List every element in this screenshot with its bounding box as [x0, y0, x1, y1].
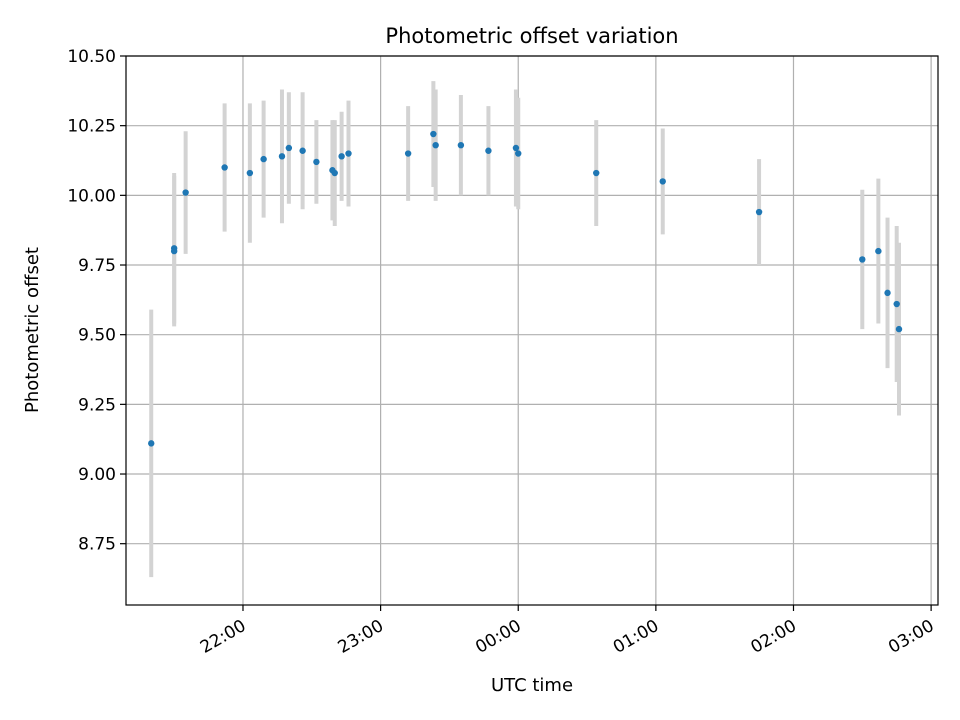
data-point: [755, 208, 763, 216]
data-point: [430, 130, 437, 138]
x-tick-label: 00:00: [472, 616, 524, 658]
chart-title: Photometric offset variation: [385, 24, 678, 48]
data-point: [148, 440, 155, 447]
y-tick-label: 9.75: [78, 256, 116, 276]
y-tick-label: 10.00: [67, 186, 116, 206]
x-tick-label: 23:00: [335, 616, 387, 658]
y-tick-label: 10.25: [67, 117, 116, 137]
data-point: [260, 155, 267, 163]
data-point: [182, 189, 189, 196]
x-tick-label: 01:00: [610, 616, 662, 658]
data-point: [659, 178, 666, 185]
y-axis-label: Photometric offset: [22, 247, 43, 413]
y-tick-label: 9.00: [78, 465, 116, 485]
error-bars: [149, 81, 902, 578]
data-point: [457, 141, 465, 149]
data-point: [485, 147, 492, 154]
y-axis-ticks: 8.75 9.00 9.25 9.50 9.75 10.00 10.25 10.50: [67, 47, 126, 555]
x-tick-label: 22:00: [197, 616, 249, 658]
x-tick-label: 03:00: [885, 616, 937, 658]
data-point: [170, 247, 178, 255]
y-tick-label: 8.75: [78, 535, 116, 555]
data-point: [893, 300, 900, 308]
data-point: [345, 150, 352, 157]
x-tick-label: 02:00: [748, 616, 800, 658]
plot-frame: [125, 55, 939, 606]
y-tick-label: 9.25: [78, 395, 116, 415]
data-point: [432, 141, 439, 149]
data-point: [338, 153, 345, 160]
data-point: [593, 169, 600, 177]
data-point: [246, 169, 254, 177]
data-point: [331, 169, 338, 177]
data-points: [148, 130, 903, 447]
data-point: [884, 289, 891, 297]
data-point: [313, 158, 320, 166]
x-axis-label: UTC time: [491, 675, 573, 696]
data-point: [221, 164, 228, 171]
y-tick-label: 10.50: [67, 47, 116, 67]
data-point: [278, 153, 286, 160]
data-point: [299, 147, 306, 154]
data-point: [285, 144, 293, 152]
data-point: [895, 325, 903, 333]
data-point: [512, 144, 520, 152]
data-point: [859, 256, 866, 263]
data-point: [875, 247, 882, 255]
data-point: [404, 150, 412, 157]
x-axis-ticks: 22:00 23:00 00:00 01:00 02:00 03:00: [197, 605, 938, 658]
y-tick-label: 9.50: [78, 326, 116, 346]
data-point: [515, 150, 522, 157]
grid: [126, 55, 938, 605]
